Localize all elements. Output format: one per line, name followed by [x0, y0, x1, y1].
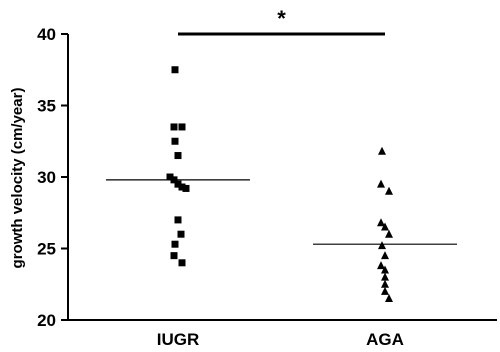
iugr-point [182, 184, 190, 192]
y-axis: 20 25 30 35 40 [37, 25, 69, 330]
aga-point [381, 251, 389, 260]
y-tick-label: 20 [37, 311, 56, 330]
aga-point [377, 261, 385, 270]
aga-point [381, 272, 389, 281]
iugr-point [171, 66, 179, 74]
x-axis: IUGR AGA [67, 319, 497, 349]
mean-lines [106, 179, 457, 245]
x-category-label: IUGR [157, 330, 200, 349]
aga-point [381, 265, 389, 274]
y-tick-label: 30 [37, 168, 56, 187]
iugr-point [171, 240, 179, 248]
aga-point [381, 286, 389, 295]
significance-annotation: * [178, 6, 385, 36]
aga-point [385, 186, 393, 195]
aga-point [385, 294, 393, 303]
aga-point [378, 146, 386, 155]
aga-point [377, 179, 385, 188]
iugr-point [170, 252, 178, 260]
aga-point [377, 218, 385, 227]
iugr-point [170, 123, 178, 131]
significance-label: * [277, 6, 286, 31]
aga-point [378, 241, 386, 250]
iugr-point [178, 123, 186, 131]
y-tick-label: 25 [37, 240, 56, 259]
iugr-point [174, 180, 182, 188]
aga-point [381, 279, 389, 288]
y-axis-title: growth velocity (cm/year) [9, 88, 26, 269]
iugr-point [178, 183, 186, 191]
iugr-point [178, 259, 186, 267]
aga-point [385, 229, 393, 238]
y-tick-label: 35 [37, 97, 56, 116]
y-tick-label: 40 [37, 25, 56, 44]
iugr-point [171, 137, 179, 145]
x-category-label: AGA [366, 330, 404, 349]
iugr-point [174, 216, 182, 224]
iugr-point [166, 173, 174, 181]
iugr-point [174, 152, 182, 160]
iugr-point [177, 230, 185, 238]
data-points [166, 66, 393, 303]
aga-point [381, 222, 389, 231]
